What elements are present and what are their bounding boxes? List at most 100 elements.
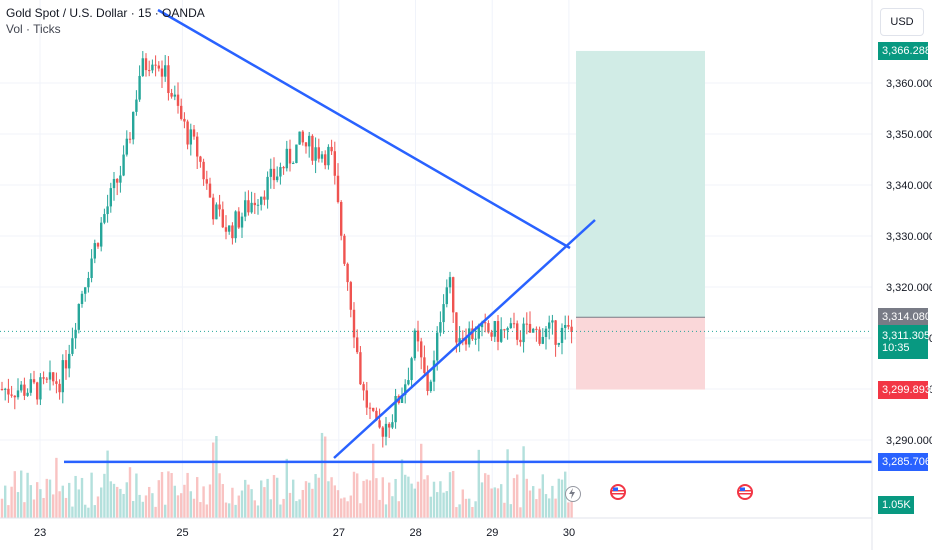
volume-bar xyxy=(186,472,189,518)
volume-bar xyxy=(420,443,423,518)
volume-bar xyxy=(474,501,477,518)
lightning-icon[interactable] xyxy=(565,486,581,502)
volume-bar xyxy=(493,487,496,518)
volume-bar xyxy=(317,477,320,518)
volume-bar xyxy=(224,502,228,518)
candle-body xyxy=(64,360,68,369)
volume-bar xyxy=(125,482,128,518)
volume-bar xyxy=(74,475,77,518)
candle-body xyxy=(285,148,288,169)
volume-bar xyxy=(0,498,4,518)
volume-bar xyxy=(80,477,84,518)
candle-body xyxy=(125,138,128,155)
volume-bar xyxy=(522,446,525,518)
us-flag-icon[interactable] xyxy=(610,484,626,500)
volume-bar xyxy=(205,504,208,518)
volume-bar xyxy=(311,488,314,518)
candle-body xyxy=(202,161,205,180)
currency-button[interactable]: USD xyxy=(880,8,924,36)
volume-bar xyxy=(32,499,36,518)
candle-body xyxy=(413,330,416,359)
entry-price-tag: 3,314.080 xyxy=(878,308,931,327)
volume-bar xyxy=(244,479,247,518)
candle-body xyxy=(23,384,26,396)
candle-body xyxy=(429,381,432,391)
candle-body xyxy=(317,147,320,159)
volume-bar xyxy=(544,494,548,518)
candle-body xyxy=(375,410,378,421)
candle-body xyxy=(522,323,525,343)
candle-body xyxy=(394,395,397,423)
candle-body xyxy=(10,394,13,396)
candle-body xyxy=(343,235,346,264)
candle-body xyxy=(490,332,493,337)
candle-body xyxy=(282,167,285,169)
us-flag-icon[interactable] xyxy=(737,484,753,500)
volume-bar xyxy=(10,486,13,518)
candle-body xyxy=(112,178,116,189)
y-tick-label: 3,350.000 xyxy=(886,129,932,141)
volume-bar xyxy=(135,473,138,518)
candle-body xyxy=(29,379,32,393)
volume-bar xyxy=(116,486,119,518)
volume-bar xyxy=(442,492,445,518)
candle-body xyxy=(356,337,359,353)
volume-bar xyxy=(7,505,10,518)
candle-body xyxy=(426,372,429,391)
candle-body xyxy=(103,214,106,223)
candle-body xyxy=(205,179,208,184)
volume-bar xyxy=(340,498,343,518)
candle-body xyxy=(503,329,506,331)
volume-bar xyxy=(71,506,74,518)
volume-bar xyxy=(68,482,71,518)
volume-bar xyxy=(304,481,308,518)
volume-bar xyxy=(109,481,112,518)
volume-bar xyxy=(330,477,333,518)
candle-body xyxy=(48,372,52,380)
volume-bar xyxy=(231,487,234,518)
volume-bar xyxy=(333,485,336,518)
candle-body xyxy=(20,384,23,391)
candle-body xyxy=(400,395,404,403)
volume-bar xyxy=(538,488,541,518)
candle-body xyxy=(432,360,436,382)
candle-body xyxy=(132,111,135,140)
candle-body xyxy=(32,379,36,383)
volume-bar xyxy=(20,470,23,518)
candle-body xyxy=(420,341,423,358)
volume-bar xyxy=(276,477,279,518)
volume-bar xyxy=(228,503,231,518)
candle-body xyxy=(26,392,29,396)
volume-bar xyxy=(138,494,141,518)
candle-body xyxy=(279,167,282,177)
volume-bar xyxy=(215,436,218,518)
candle-body xyxy=(509,323,512,329)
candle-body xyxy=(464,338,468,345)
volume-bar xyxy=(525,478,528,518)
volume-bar xyxy=(308,482,311,518)
support-price-tag: 3,285.706 xyxy=(878,452,931,471)
volume-bar xyxy=(29,485,32,518)
volume-bar xyxy=(554,498,557,518)
candle-body xyxy=(144,58,148,71)
candle-body xyxy=(416,330,420,342)
volume-bar xyxy=(180,493,183,518)
volume-bar xyxy=(260,480,263,518)
volume-bar xyxy=(279,504,282,518)
volume-bar xyxy=(87,507,90,518)
candle-body xyxy=(224,227,228,232)
volume-bar xyxy=(42,497,45,518)
volume-bar xyxy=(151,493,154,518)
candle-body xyxy=(119,175,122,183)
volume-bar xyxy=(519,507,522,518)
candle-body xyxy=(340,202,343,236)
candle-body xyxy=(122,154,125,176)
candle-body xyxy=(272,168,276,181)
candle-body xyxy=(16,390,20,398)
candle-body xyxy=(544,328,548,337)
target-zone xyxy=(576,50,705,318)
volume-bar xyxy=(212,442,215,518)
candle-body xyxy=(320,154,324,159)
